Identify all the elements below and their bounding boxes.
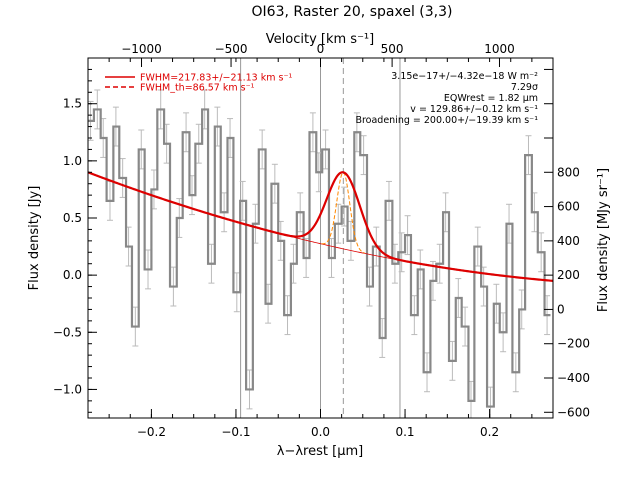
top-tick-label: 1000 [484, 42, 515, 56]
fit-annotation: Broadening = 200.00+/−19.39 km s⁻¹ [355, 115, 538, 126]
chart-title: OI63, Raster 20, spaxel (3,3) [252, 4, 453, 20]
legend-label: FWHM=217.83+/−21.13 km s⁻¹ [140, 73, 292, 84]
y-tick-label: −1.0 [53, 382, 82, 396]
right-tick-label: −200 [557, 337, 590, 351]
y-tick-label: −0.5 [53, 325, 82, 339]
x-axis-label: λ−λrest [μm] [277, 444, 363, 459]
x-tick-label: −0.1 [221, 425, 250, 439]
right-axis-label: Flux density [MJy sr⁻¹] [596, 168, 611, 312]
data-step-line [88, 108, 551, 408]
top-tick-label: −1000 [121, 42, 162, 56]
right-tick-label: −600 [557, 405, 590, 419]
top-tick-label: 0 [317, 42, 325, 56]
fit-annotation: 7.29σ [511, 82, 538, 93]
right-tick-label: 200 [557, 268, 580, 282]
instrumental-fit-line [321, 172, 365, 254]
fit-annotation: v = 129.86+/−0.12 km s⁻¹ [410, 104, 538, 115]
right-tick-label: 800 [557, 165, 580, 179]
x-tick-label: 0.1 [395, 425, 414, 439]
right-tick-label: 600 [557, 200, 580, 214]
right-tick-label: 0 [557, 302, 565, 316]
right-tick-label: −400 [557, 371, 590, 385]
legend-label: FWHM_th=86.57 km s⁻¹ [140, 83, 255, 94]
top-axis-label: Velocity [km s⁻¹] [266, 32, 374, 47]
x-tick-label: 0.0 [311, 425, 330, 439]
top-tick-label: 500 [381, 42, 404, 56]
y-tick-label: 1.5 [63, 97, 82, 111]
fit-annotation: 3.15e−17+/−4.32e−18 W m⁻² [391, 71, 538, 82]
y-tick-label: 1.0 [63, 154, 82, 168]
fit-annotation: EQWrest = 1.82 μm [444, 93, 538, 104]
x-tick-label: −0.2 [137, 425, 166, 439]
y-tick-label: 0.0 [63, 268, 82, 282]
y-tick-label: 0.5 [63, 211, 82, 225]
top-tick-label: −500 [215, 42, 248, 56]
x-tick-label: 0.2 [480, 425, 499, 439]
y-axis-label: Flux density [Jy] [27, 186, 42, 291]
total-fit-line [88, 171, 553, 282]
right-tick-label: 400 [557, 234, 580, 248]
